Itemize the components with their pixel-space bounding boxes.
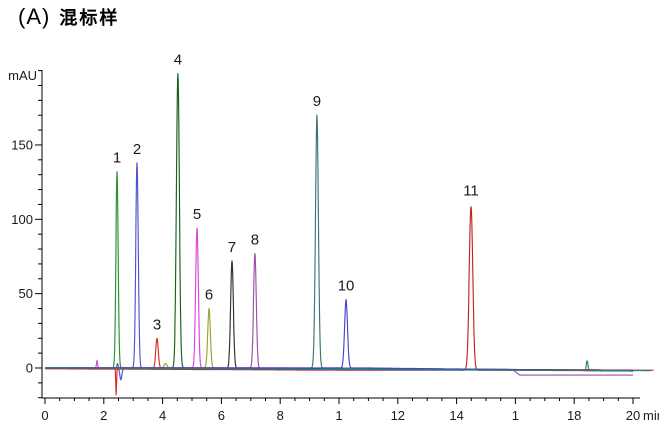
y-tick-label: 150 — [11, 137, 33, 152]
peak-label-2: 2 — [133, 141, 141, 158]
peak-label-10: 10 — [338, 278, 355, 295]
x-tick-label: 1 — [335, 408, 342, 423]
figure-title: (A) 混标样 — [18, 4, 119, 30]
peak-label-3: 3 — [153, 316, 161, 333]
peak-label-8: 8 — [251, 232, 259, 249]
y-tick-label: 100 — [11, 212, 33, 227]
x-tick-label: 20 — [626, 408, 640, 423]
x-axis-unit-label: min — [643, 408, 659, 423]
peak-label-5: 5 — [193, 206, 201, 223]
x-tick-label: 2 — [100, 408, 107, 423]
y-tick-label: 0 — [26, 361, 33, 376]
peak-label-6: 6 — [205, 287, 213, 304]
x-tick-label: 0 — [41, 408, 48, 423]
peak-label-4: 4 — [174, 52, 182, 69]
trace-4 — [44, 73, 634, 371]
trace-10 — [44, 299, 634, 372]
y-axis-unit-label: mAU — [8, 68, 37, 83]
x-tick-label: 8 — [277, 408, 284, 423]
x-tick-label: 12 — [391, 408, 405, 423]
peak-label-1: 1 — [113, 150, 121, 167]
y-tick-label: 50 — [19, 286, 33, 301]
trace-8 — [44, 252, 634, 376]
trace-6 — [44, 307, 634, 371]
trace-12 — [44, 360, 651, 372]
figure-title-prefix: (A) — [18, 4, 51, 29]
x-tick-label: 14 — [449, 408, 463, 423]
x-tick-label: 4 — [159, 408, 166, 423]
x-tick-label: 18 — [567, 408, 581, 423]
x-tick-label: 1 — [512, 408, 519, 423]
peak-label-11: 11 — [463, 182, 479, 199]
x-tick-label: 6 — [218, 408, 225, 423]
peak-label-7: 7 — [228, 239, 236, 256]
figure-title-text: 混标样 — [59, 8, 120, 28]
trace-5 — [44, 227, 634, 371]
peak-label-9: 9 — [313, 93, 321, 110]
trace-1 — [44, 171, 634, 371]
trace-2 — [44, 162, 634, 381]
